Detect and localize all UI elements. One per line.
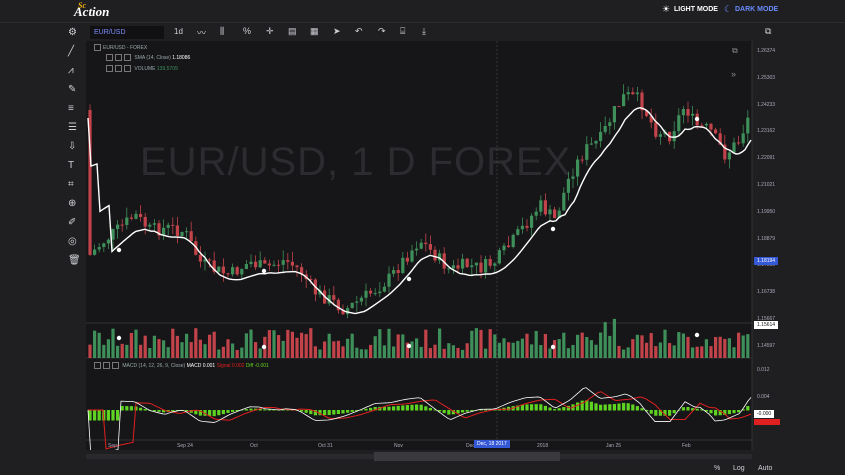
time-tick: 2018 <box>537 443 549 449</box>
pattern-icon[interactable]: ⩘ <box>68 65 74 76</box>
collapse-icon[interactable] <box>94 44 101 51</box>
price-tick: 1.23162 <box>757 128 776 135</box>
moon-icon[interactable]: ☾ <box>724 4 733 14</box>
log-button[interactable]: Log <box>733 465 745 472</box>
close-icon[interactable] <box>112 362 119 369</box>
sun-icon[interactable]: ☀ <box>662 4 671 14</box>
time-tick: Jan 25 <box>606 443 622 449</box>
time-tick: Feb <box>682 443 691 449</box>
price-badge: 1.18194 <box>754 257 779 265</box>
chart-watermark: EUR/USD, 1 D FOREX <box>140 140 572 184</box>
macd-badge-red <box>754 419 780 425</box>
settings-small-icon[interactable] <box>103 362 110 369</box>
fib-icon[interactable]: ☰ <box>68 122 77 133</box>
symbol-input[interactable]: EUR/USD <box>90 26 164 39</box>
snapshot-icon[interactable]: ⧉ <box>732 46 738 55</box>
time-tick: Oct <box>250 443 258 449</box>
price-tick: 1.26374 <box>757 48 776 54</box>
price-tick: 1.21021 <box>757 182 776 188</box>
app-logo: Sc Action <box>74 1 110 19</box>
dark-mode-button[interactable]: DARK MODE <box>735 6 779 13</box>
time-tick: Sep 24 <box>177 443 193 449</box>
arrow-down-icon[interactable]: ⇩ <box>68 141 77 152</box>
price-tick: 1.14597 <box>757 342 776 349</box>
template-icon[interactable]: ▤ <box>288 26 297 36</box>
main-legend: EUR/USD - FOREX <box>94 44 147 51</box>
channel-icon[interactable]: ≡ <box>68 103 74 114</box>
fullscreen-icon[interactable]: ⧉ <box>765 26 772 36</box>
time-tick: Sep <box>108 443 117 449</box>
price-tick: 1.24233 <box>757 101 776 108</box>
price-tick: 1.15667 <box>757 316 776 322</box>
crosshair-date: Dec, 18 2017 <box>474 440 510 448</box>
close-icon[interactable] <box>124 54 131 61</box>
trendline-icon[interactable]: ╱ <box>68 46 75 57</box>
settings-small-icon[interactable] <box>115 65 122 72</box>
scroll-thumb[interactable] <box>374 452 560 461</box>
light-mode-button[interactable]: LIGHT MODE <box>674 6 718 13</box>
eye-icon[interactable] <box>94 362 101 369</box>
time-tick: Dec <box>466 443 475 449</box>
time-tick: Nov <box>394 443 403 449</box>
eye-icon[interactable] <box>106 54 113 61</box>
price-tick: 1.22091 <box>757 155 776 162</box>
price-tick: 1.19950 <box>757 208 776 215</box>
camera-icon[interactable]: ⌸ <box>400 26 406 36</box>
chart-area[interactable] <box>86 41 752 450</box>
close-icon[interactable] <box>124 65 131 72</box>
interval-button[interactable]: 1d <box>174 27 183 36</box>
cursor-icon[interactable]: ➤ <box>333 26 341 36</box>
zoom-icon[interactable]: ⊕ <box>68 198 77 209</box>
ruler-icon[interactable]: ⌗ <box>68 179 74 190</box>
macd-badge: -0.000 <box>754 410 775 418</box>
percent-button[interactable]: % <box>714 465 721 472</box>
macd-tick: 0.004 <box>757 394 770 400</box>
percent-icon[interactable]: % <box>243 26 252 36</box>
trash-icon[interactable]: 🗑 <box>68 255 81 266</box>
price-tick: 1.18879 <box>757 235 776 242</box>
grid-icon[interactable]: ▦ <box>310 26 319 36</box>
redo-icon[interactable]: ↷ <box>378 26 386 36</box>
download-icon[interactable]: ⤓ <box>422 26 426 36</box>
crosshair-icon[interactable]: ✛ <box>266 26 274 36</box>
volume-badge: 1.15614 <box>754 321 779 329</box>
eye-off-icon[interactable]: ◎ <box>68 236 77 247</box>
settings-icon[interactable]: ⚙ <box>68 27 77 38</box>
brush-icon[interactable]: ✎ <box>68 84 77 95</box>
sma-legend: SMA (14, Close) 1.18086 <box>106 54 190 61</box>
auto-button[interactable]: Auto <box>758 465 773 472</box>
settings-small-icon[interactable] <box>115 54 122 61</box>
undo-icon[interactable]: ↶ <box>355 26 363 36</box>
candlestick-icon[interactable]: ⫼ <box>220 26 225 36</box>
price-tick: 1.25303 <box>757 74 776 81</box>
price-tick: 1.16738 <box>757 289 776 296</box>
line-chart-icon[interactable]: 〰 <box>197 28 207 38</box>
pencil-icon[interactable]: ✐ <box>68 217 77 228</box>
text-icon[interactable]: T <box>68 160 75 171</box>
macd-tick: 0.012 <box>757 367 770 373</box>
time-tick: Oct 31 <box>318 443 333 449</box>
macd-legend: MACD (14, 12, 26, 9, Close) MACD 0.001 S… <box>94 362 269 369</box>
expand-icon[interactable]: » <box>731 69 737 79</box>
top-bar: Sc Action ☀ LIGHT MODE ☾ DARK MODE <box>0 0 845 23</box>
volume-legend: VOLUME 139,5709 <box>106 65 178 72</box>
eye-icon[interactable] <box>106 65 113 72</box>
price-tick: 1.17809 <box>757 262 776 269</box>
